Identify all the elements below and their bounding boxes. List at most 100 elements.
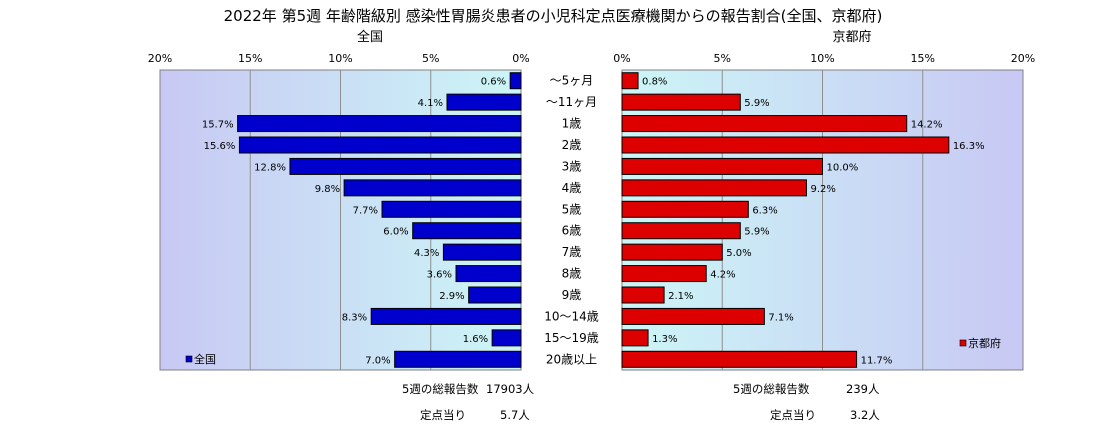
bar-kyoto (621, 93, 741, 111)
data-label-kyoto: 0.8% (642, 77, 667, 88)
tick-label-left: 15% (238, 52, 262, 65)
data-label-kyoto: 5.9% (744, 227, 769, 238)
tick-label-right: 15% (911, 52, 935, 65)
bar-kyoto (621, 157, 823, 175)
data-label-national: 12.8% (254, 162, 286, 173)
bars: 0.6% 0.8% 4.1% 5.9% 15.7% 14.2% 15.6% 16.3% 12.8… (202, 72, 985, 368)
kyoto-total-row: 5週の総報告数 239人 (733, 381, 879, 397)
legend-right-label: 京都府 (968, 336, 1001, 350)
legend-right: 京都府 (959, 336, 1001, 350)
tick-label-right: 5% (714, 52, 731, 65)
bar-kyoto (621, 222, 741, 240)
national-per-label: 定点当り (420, 408, 466, 422)
category-label: 1歳 (562, 117, 582, 131)
bar-national (238, 136, 522, 154)
category-label: 2歳 (562, 138, 582, 152)
bar-national (509, 72, 522, 90)
data-label-national: 4.3% (414, 248, 439, 259)
category-label: 20歳以上 (546, 352, 597, 366)
data-label-kyoto: 10.0% (827, 162, 859, 173)
data-label-national: 15.7% (202, 120, 234, 131)
bar-kyoto (621, 350, 858, 368)
category-label: 15～19歳 (544, 331, 599, 345)
right-panel-title: 京都府 (832, 30, 871, 45)
data-label-kyoto: 4.2% (710, 270, 735, 281)
data-label-kyoto: 5.0% (726, 248, 751, 259)
legend-left-label: 全国 (194, 352, 216, 366)
category-label: 3歳 (562, 159, 582, 173)
bar-kyoto (621, 115, 908, 133)
left-panel-title: 全国 (357, 29, 383, 45)
axis-ticks: 0% 0% 5% 5% 10% 10% 15% 15% 20% 20% (148, 52, 1035, 65)
bar-national (381, 200, 522, 218)
bar-national (468, 286, 522, 304)
data-label-kyoto: 6.3% (752, 205, 777, 216)
bar-national (289, 157, 522, 175)
bar-national (491, 329, 522, 347)
tick-label-left: 20% (148, 52, 172, 65)
tick-label-left: 5% (422, 52, 439, 65)
category-label: 6歳 (562, 224, 582, 238)
bar-kyoto (621, 179, 807, 197)
national-total-label: 5週の総報告数 (402, 382, 479, 396)
bar-kyoto (621, 200, 749, 218)
data-label-national: 2.9% (439, 291, 464, 302)
data-label-kyoto: 9.2% (810, 184, 835, 195)
data-label-kyoto: 7.1% (768, 312, 793, 323)
data-label-national: 6.0% (383, 227, 408, 238)
kyoto-per-row: 定点当り 3.2人 (770, 407, 880, 423)
bar-national (394, 350, 522, 368)
data-label-national: 8.3% (342, 312, 367, 323)
category-label: 7歳 (562, 245, 582, 259)
data-label-national: 7.0% (365, 355, 390, 366)
category-label: 9歳 (562, 288, 582, 302)
bar-national (343, 179, 522, 197)
data-label-national: 15.6% (204, 141, 236, 152)
bar-kyoto (621, 243, 723, 261)
kyoto-per-value: 3.2人 (850, 408, 880, 422)
data-label-national: 4.1% (418, 98, 443, 109)
data-label-kyoto: 16.3% (953, 141, 985, 152)
data-label-kyoto: 11.7% (861, 355, 893, 366)
national-total-row: 5週の総報告数 17903人 (402, 381, 534, 397)
tick-label-right: 10% (810, 52, 834, 65)
data-label-kyoto: 2.1% (668, 291, 693, 302)
chart-title: 2022年 第5週 年齢階級別 感染性胃腸炎患者の小児科定点医療機関からの報告割… (224, 7, 883, 25)
data-label-kyoto: 5.9% (744, 98, 769, 109)
legend-left: 全国 (185, 352, 216, 366)
bar-kyoto (621, 286, 665, 304)
category-label: 5歳 (562, 202, 582, 216)
bar-kyoto (621, 307, 765, 325)
bar-national (412, 222, 522, 240)
kyoto-total-label: 5週の総報告数 (733, 382, 810, 396)
tick-label-right: 20% (1011, 52, 1035, 65)
category-label: 8歳 (562, 267, 582, 281)
legend-left-swatch (185, 355, 193, 363)
tick-label-right: 0% (613, 52, 630, 65)
data-label-national: 0.6% (481, 77, 506, 88)
kyoto-per-label: 定点当り (770, 408, 816, 422)
bar-kyoto (621, 265, 707, 283)
data-label-kyoto: 14.2% (911, 120, 943, 131)
bar-national (237, 115, 522, 133)
bar-kyoto (621, 329, 649, 347)
data-label-kyoto: 1.3% (652, 334, 677, 345)
category-label: ～5ヶ月 (550, 74, 594, 88)
national-per-row: 定点当り 5.7人 (420, 407, 530, 423)
bar-national (442, 243, 522, 261)
data-label-national: 3.6% (427, 270, 452, 281)
bar-national (370, 307, 522, 325)
data-label-national: 1.6% (463, 334, 488, 345)
category-label: 10～14歳 (544, 309, 599, 323)
national-total-value: 17903人 (486, 382, 535, 396)
bar-national (446, 93, 522, 111)
bar-kyoto (621, 72, 639, 90)
data-label-national: 9.8% (315, 184, 340, 195)
category-label: 4歳 (562, 181, 582, 195)
national-per-value: 5.7人 (500, 408, 530, 422)
bar-kyoto (621, 136, 950, 154)
data-label-national: 7.7% (353, 205, 378, 216)
bar-national (455, 265, 522, 283)
legend-right-swatch (959, 339, 967, 347)
